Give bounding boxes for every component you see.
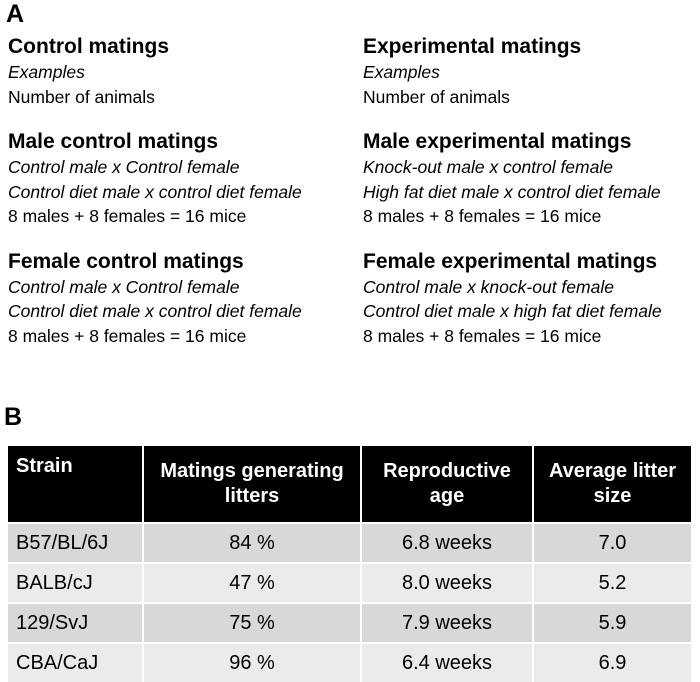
table-row: BALB/cJ 47 % 8.0 weeks 5.2 (8, 562, 691, 603)
example-line: Control male x Control female (8, 276, 240, 297)
reproductive-age-cell: 6.8 weeks (361, 522, 534, 563)
example-line: Examples (8, 62, 85, 82)
animal-count: Number of animals (8, 86, 155, 107)
column-header-matings: Matings generating litters (143, 446, 362, 523)
female-experimental-matings-block: Female experimental matings Control male… (363, 249, 700, 349)
litter-size-cell: 7.0 (533, 522, 691, 563)
column-header-reproductive-age: Reproductive age (361, 446, 534, 523)
block-title: Male experimental matings (363, 130, 632, 153)
panel-b-label: B (4, 403, 23, 431)
matings-cell: 75 % (143, 602, 362, 643)
strain-cell: 129/SvJ (8, 602, 144, 643)
male-control-matings-block: Male control matings Control male x Cont… (8, 129, 353, 229)
animal-count: 8 males + 8 females = 16 mice (363, 206, 602, 226)
example-line: High fat diet male x control diet female (363, 181, 661, 202)
control-matings-block: Control matings Examples Number of anima… (8, 34, 353, 109)
example-line: Control diet male x control diet female (8, 181, 302, 202)
female-control-matings-block: Female control matings Control male x Co… (8, 249, 353, 349)
table-row: 129/SvJ 75 % 7.9 weeks 5.9 (8, 602, 691, 643)
experimental-matings-column: Experimental matings Examples Number of … (363, 34, 700, 368)
panel-a-label: A (6, 0, 25, 28)
male-experimental-matings-block: Male experimental matings Knock-out male… (363, 129, 700, 229)
block-title: Female control matings (8, 249, 244, 273)
strain-cell: B57/BL/6J (8, 522, 144, 563)
animal-count: 8 males + 8 females = 16 mice (8, 206, 247, 226)
block-title: Female experimental matings (363, 249, 658, 273)
block-title: Male control matings (8, 130, 219, 153)
block-title: Control matings (8, 35, 169, 58)
matings-cell: 47 % (143, 562, 362, 603)
control-matings-column: Control matings Examples Number of anima… (8, 34, 353, 368)
example-line: Knock-out male x control female (363, 157, 613, 177)
reproductive-age-cell: 8.0 weeks (361, 562, 534, 603)
example-line: Examples (363, 62, 440, 82)
table-row: CBA/CaJ 96 % 6.4 weeks 6.9 (8, 642, 691, 682)
column-header-litter-size: Average litter size (533, 446, 691, 523)
table-row: B57/BL/6J 84 % 6.8 weeks 7.0 (8, 522, 691, 563)
reproductive-age-cell: 6.4 weeks (361, 642, 534, 682)
litter-size-cell: 5.9 (533, 602, 691, 643)
strain-cell: CBA/CaJ (8, 642, 144, 682)
experimental-matings-block: Experimental matings Examples Number of … (363, 34, 700, 109)
example-line: Control male x Control female (8, 157, 240, 177)
example-line: Control male x knock-out female (363, 276, 614, 297)
example-line: Control diet male x control diet female (8, 301, 302, 321)
litter-size-cell: 5.2 (533, 562, 691, 603)
strain-table: Strain Matings generating litters Reprod… (8, 446, 691, 682)
column-header-strain: Strain (8, 446, 144, 523)
matings-cell: 84 % (143, 522, 362, 563)
table-header-row: Strain Matings generating litters Reprod… (8, 446, 691, 523)
block-title: Experimental matings (363, 35, 582, 58)
strain-cell: BALB/cJ (8, 562, 144, 603)
reproductive-age-cell: 7.9 weeks (361, 602, 534, 643)
matings-cell: 96 % (143, 642, 362, 682)
litter-size-cell: 6.9 (533, 642, 691, 682)
animal-count: 8 males + 8 females = 16 mice (363, 325, 602, 346)
animal-count: 8 males + 8 females = 16 mice (8, 325, 247, 346)
example-line: Control diet male x high fat diet female (363, 301, 662, 321)
animal-count: Number of animals (363, 86, 510, 107)
